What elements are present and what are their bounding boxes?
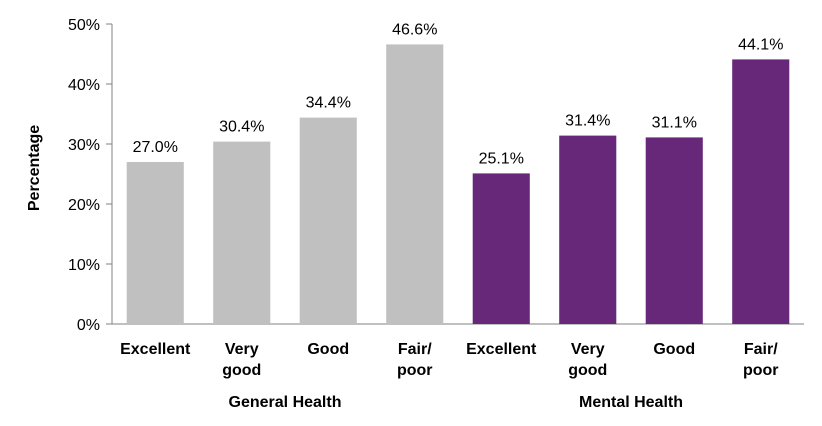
category-label: good	[222, 362, 261, 379]
y-tick-label: 20%	[68, 197, 100, 214]
bars	[126, 44, 790, 325]
category-label: Excellent	[120, 341, 191, 358]
category-label: Fair/	[744, 341, 778, 358]
y-tick-label: 0%	[77, 317, 100, 334]
group-label: General Health	[229, 394, 342, 411]
bar	[126, 162, 184, 324]
category-label: Very	[225, 341, 259, 358]
category-label: poor	[743, 362, 779, 379]
data-label: 27.0%	[133, 139, 178, 156]
data-labels: 27.0% 30.4% 34.4% 46.6% 25.1% 31.4% 31.1% 44.1%	[133, 21, 784, 167]
bar	[472, 173, 530, 324]
bar	[732, 59, 790, 325]
category-label: Fair/	[398, 341, 432, 358]
data-label: 31.1%	[652, 114, 697, 131]
category-label: good	[568, 362, 607, 379]
data-label: 30.4%	[219, 119, 264, 136]
bar	[386, 44, 444, 325]
data-label: 34.4%	[306, 95, 351, 112]
y-axis-label: Percentage	[26, 125, 43, 211]
category-label: Very	[571, 341, 605, 358]
group-label: Mental Health	[579, 394, 683, 411]
data-label: 44.1%	[738, 36, 783, 53]
bar	[213, 141, 271, 324]
y-tick-label: 10%	[68, 257, 100, 274]
category-label: Good	[307, 341, 349, 358]
category-label: Good	[653, 341, 695, 358]
category-label: poor	[397, 362, 433, 379]
bar	[299, 117, 357, 324]
category-label: Excellent	[466, 341, 537, 358]
bar	[645, 137, 703, 324]
y-tick-label: 50%	[68, 17, 100, 34]
data-label: 31.4%	[565, 113, 610, 130]
data-label: 25.1%	[479, 150, 524, 167]
y-tick-label: 40%	[68, 77, 100, 94]
bar	[559, 135, 617, 324]
category-labels: Excellent Very good Good Fair/poor General He…	[120, 341, 778, 411]
data-label: 46.6%	[392, 21, 437, 38]
y-tick-label: 30%	[68, 137, 100, 154]
